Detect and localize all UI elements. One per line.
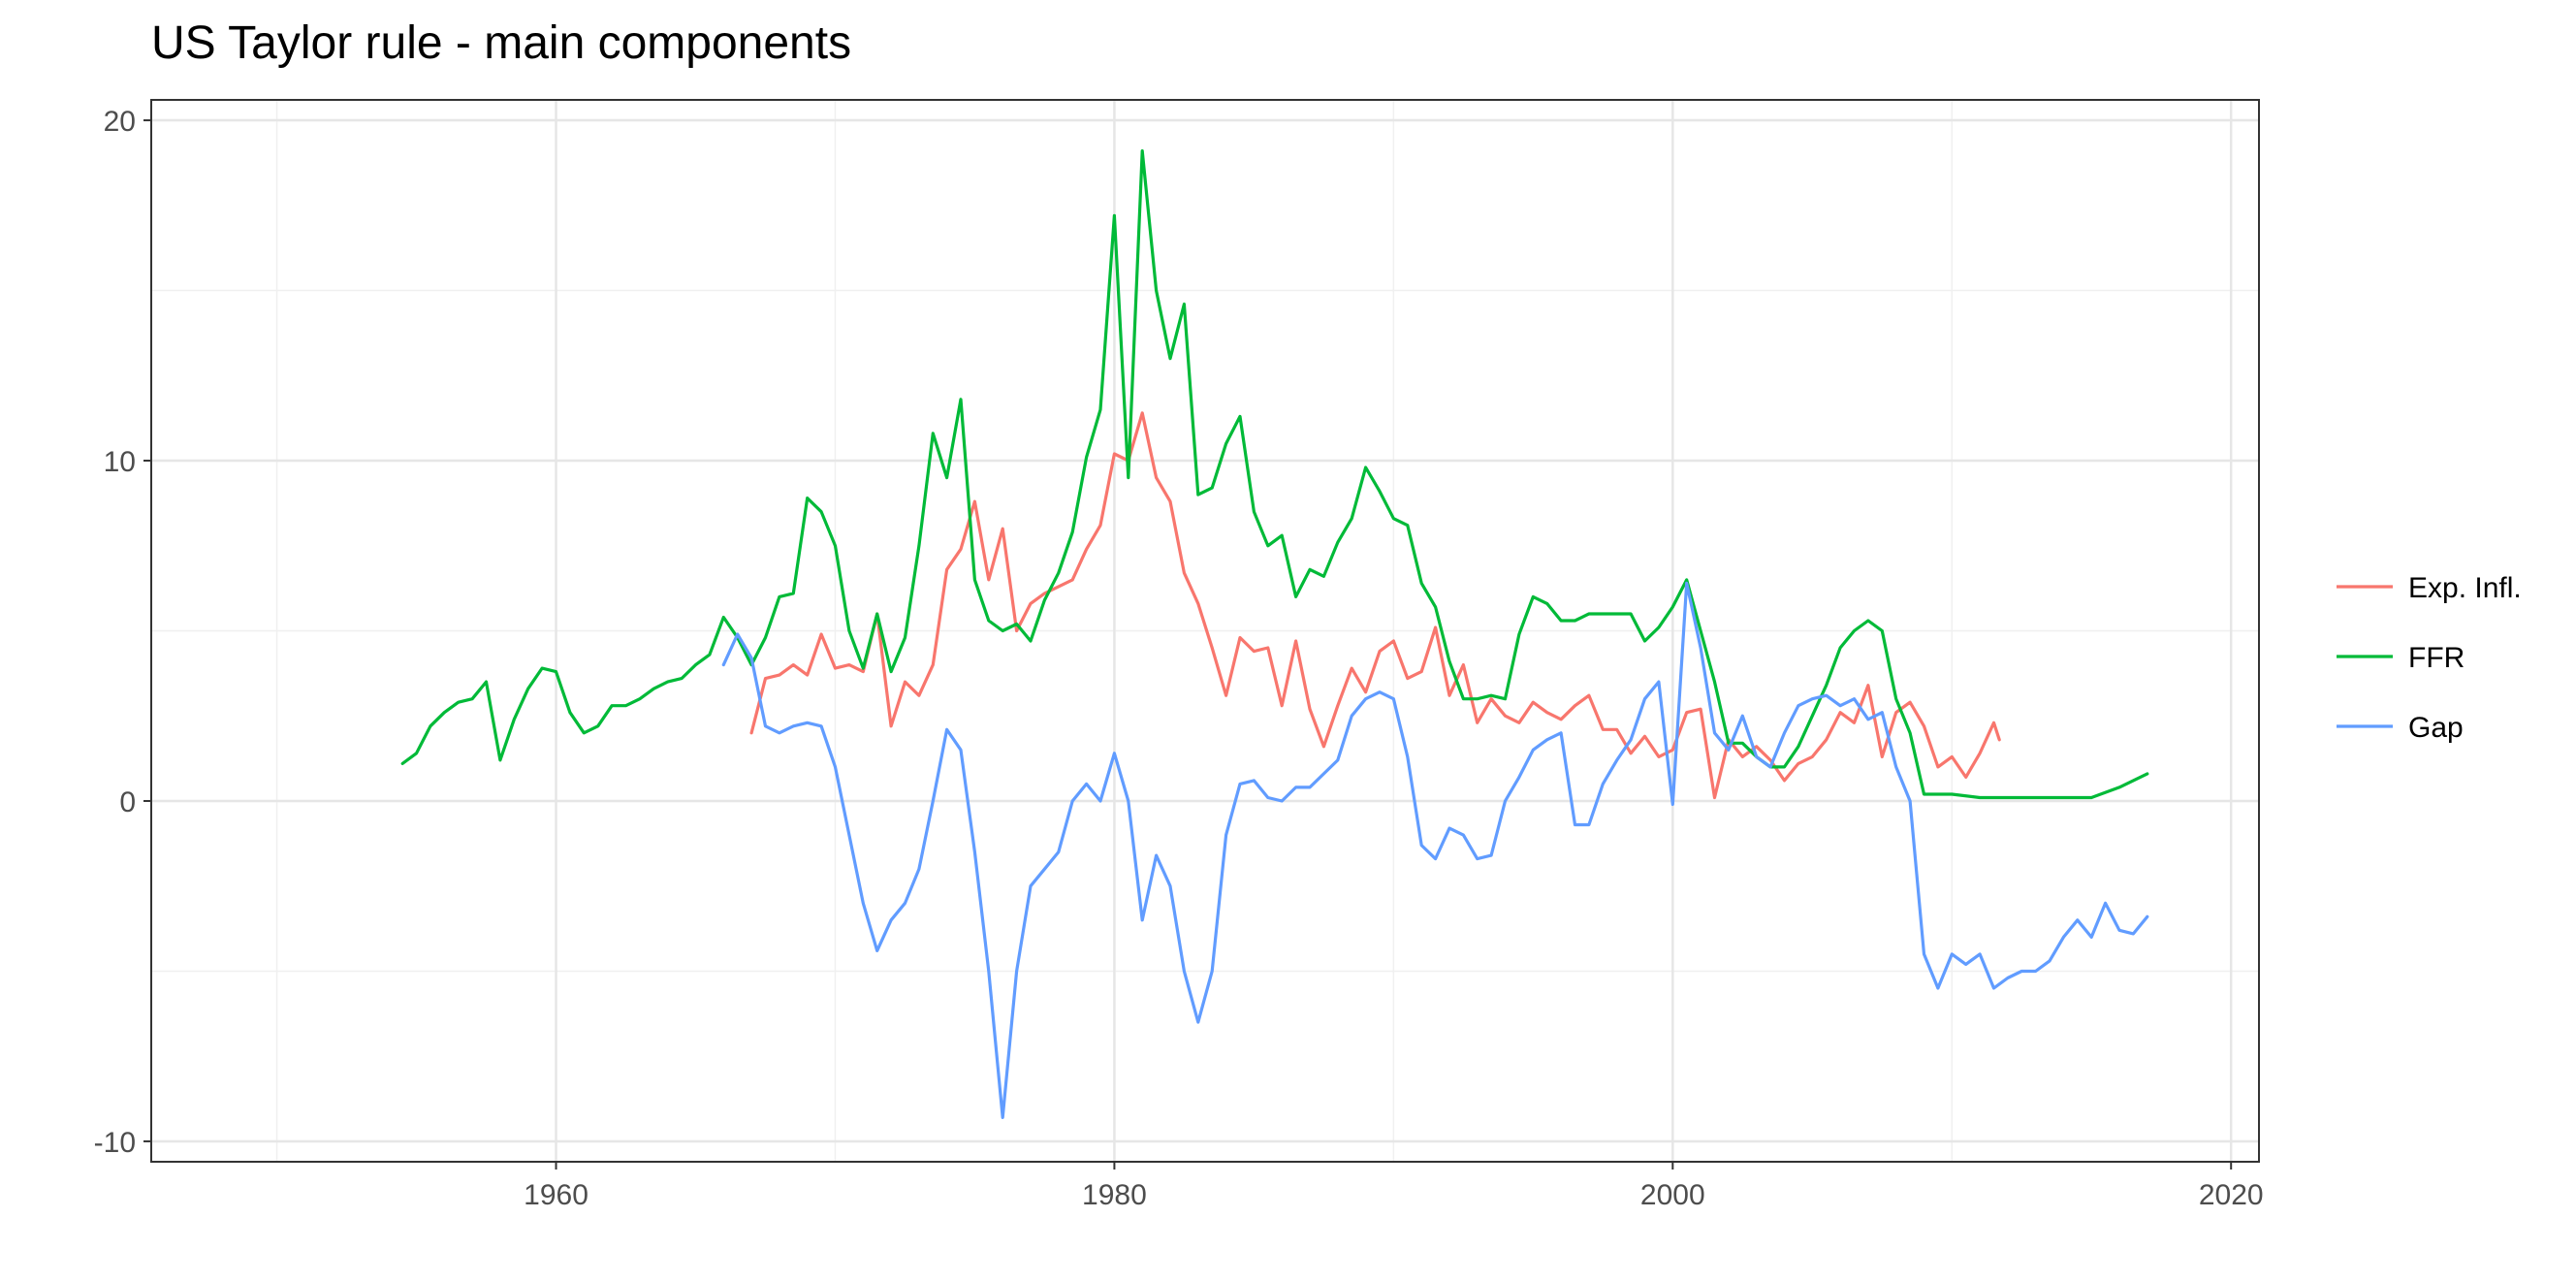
series-line-exp-infl xyxy=(749,411,2001,800)
series-line-ffr xyxy=(400,149,2149,800)
panel-border xyxy=(150,99,2260,1163)
x-tick-label: 2000 xyxy=(1640,1179,1705,1211)
x-tick-label: 1960 xyxy=(524,1179,588,1211)
x-axis: 1960 1980 2000 2020 xyxy=(524,1162,2264,1211)
series-lines xyxy=(400,149,2149,1119)
series-line-gap xyxy=(721,581,2149,1119)
grid-major xyxy=(151,100,2259,1162)
x-tick-label: 1980 xyxy=(1082,1179,1147,1211)
x-tick-label: 2020 xyxy=(2199,1179,2264,1211)
legend-label-exp-infl: Exp. Infl. xyxy=(2408,572,2522,604)
y-axis: -10 0 10 20 xyxy=(94,106,151,1159)
chart-title: US Taylor rule - main components xyxy=(151,17,851,69)
y-tick-label: 10 xyxy=(104,446,136,478)
legend-label-ffr: FFR xyxy=(2408,642,2465,674)
legend-label-gap: Gap xyxy=(2408,712,2464,744)
y-tick-label: -10 xyxy=(94,1127,136,1159)
legend: Exp. Infl. FFR Gap xyxy=(2337,572,2522,744)
y-tick-label: 0 xyxy=(119,786,136,818)
y-tick-label: 20 xyxy=(104,106,136,138)
